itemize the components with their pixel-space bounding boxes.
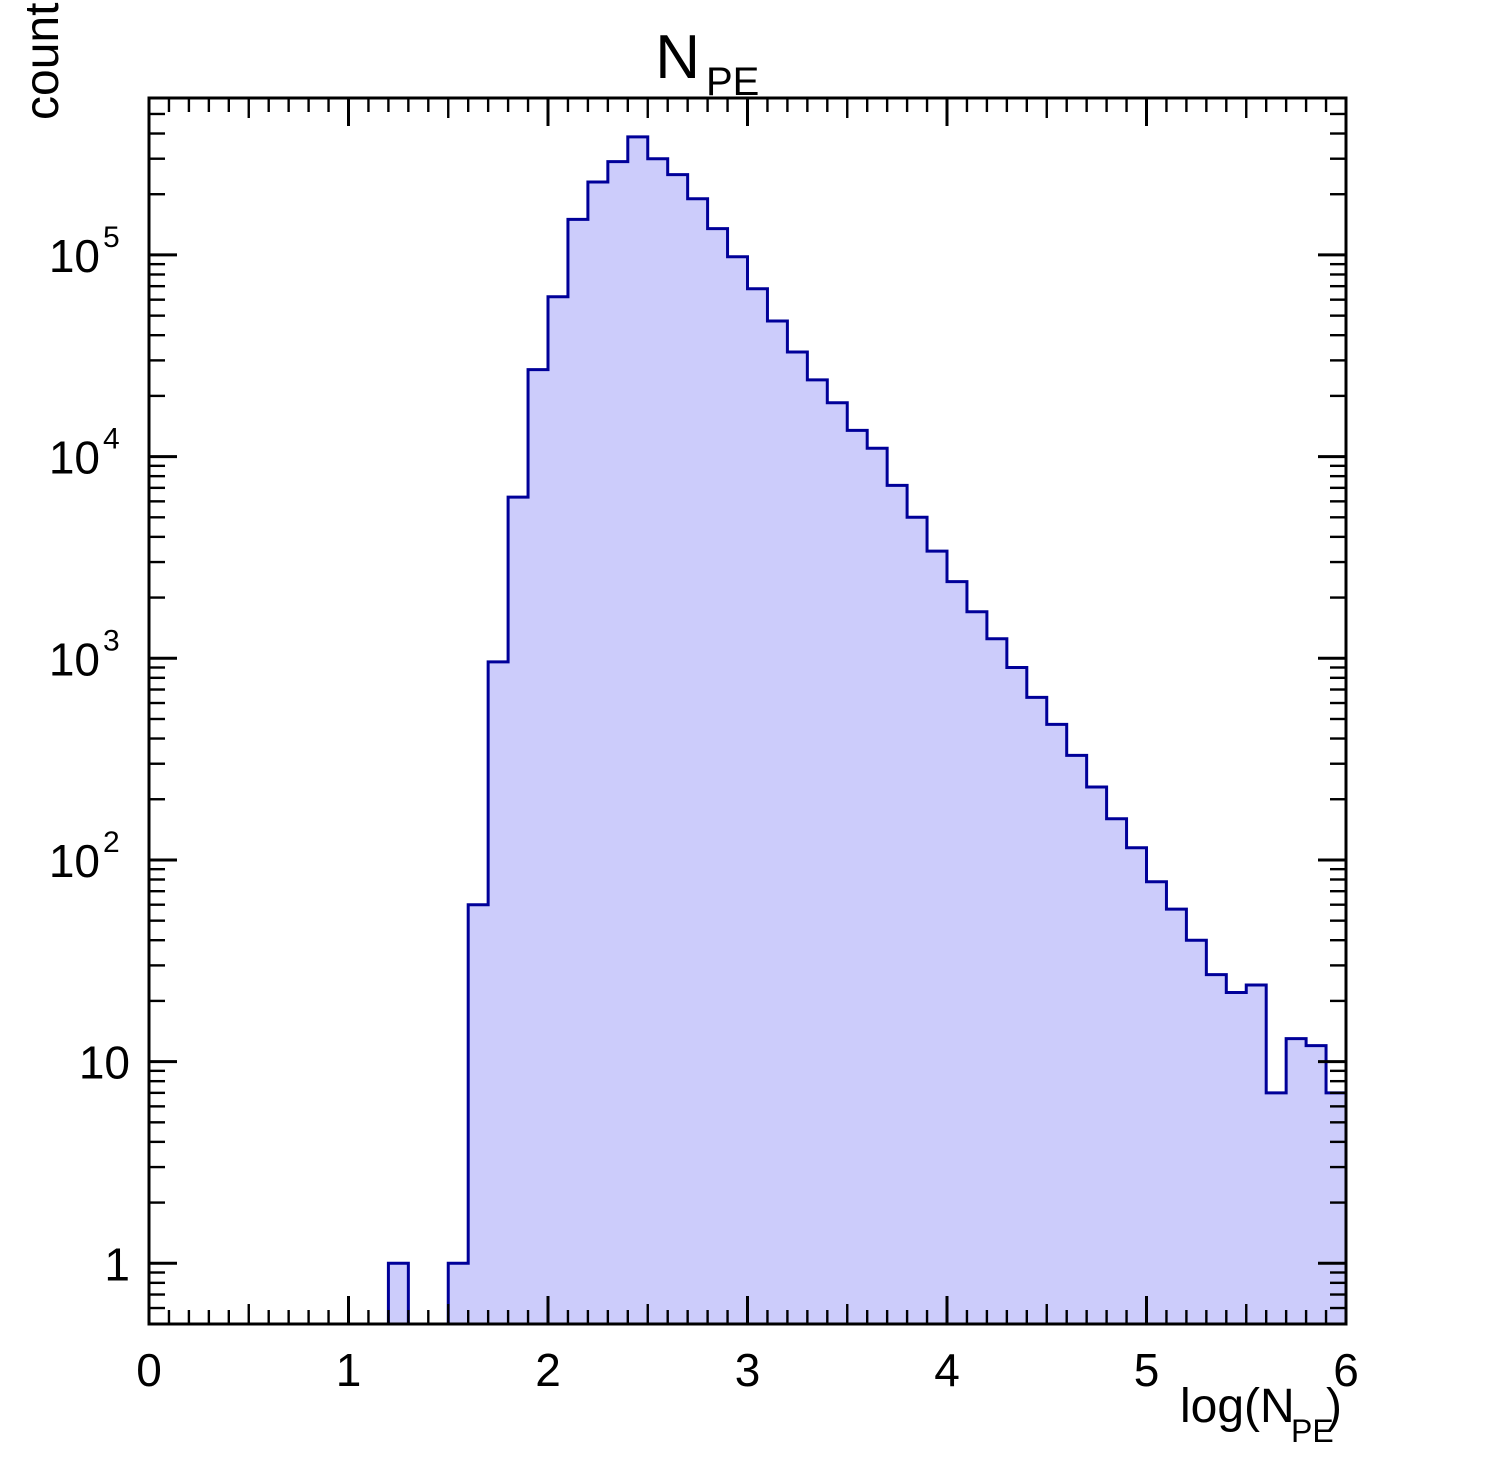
- x-tick-label: 6: [1333, 1344, 1359, 1396]
- y-tick-label-mantissa: 10: [49, 835, 100, 887]
- y-tick-label: 10 2: [49, 826, 120, 887]
- y-tick-label-value: 10: [79, 1037, 130, 1089]
- y-axis-ticks: [149, 96, 1346, 1310]
- y-tick-label-mantissa: 10: [49, 633, 100, 685]
- x-axis-title-main: log(N: [1180, 1380, 1295, 1433]
- x-tick-label: 4: [934, 1344, 960, 1396]
- y-axis-title: count: [16, 3, 69, 120]
- x-axis-ticks: [147, 98, 1348, 1324]
- histogram-fill: [149, 136, 1346, 1325]
- y-tick-label-exponent: 2: [103, 826, 120, 859]
- y-tick-label-exponent: 3: [103, 624, 120, 657]
- y-tick-label-exponent: 4: [103, 423, 120, 456]
- y-tick-label-value: 1: [104, 1238, 130, 1290]
- y-tick-label-mantissa: 10: [49, 230, 100, 282]
- y-tick-label: 10 3: [49, 624, 120, 685]
- x-tick-label: 2: [535, 1344, 561, 1396]
- x-tick-label: 5: [1134, 1344, 1160, 1396]
- y-tick-label: 10: [79, 1037, 130, 1089]
- chart-title-subscript: PE: [706, 60, 759, 104]
- histogram-outline: [149, 135, 1346, 1326]
- chart-title-main: N: [655, 23, 700, 92]
- x-axis-tick-labels: 0 1 2 3 4 5 6: [136, 1344, 1359, 1396]
- y-tick-label-mantissa: 10: [49, 432, 100, 484]
- y-tick-label: 10 4: [49, 423, 120, 484]
- y-tick-label-exponent: 5: [103, 221, 120, 254]
- x-axis-title-close-paren: ): [1326, 1380, 1342, 1433]
- x-tick-label: 3: [735, 1344, 761, 1396]
- x-tick-label: 1: [336, 1344, 362, 1396]
- x-tick-label: 0: [136, 1344, 162, 1396]
- x-axis-title-subscript: PE: [1291, 1413, 1334, 1449]
- y-tick-label: 10 5: [49, 221, 120, 282]
- chart-title: N PE: [655, 23, 759, 104]
- y-tick-label: 1: [104, 1238, 130, 1290]
- x-axis-title: log(N PE ): [1180, 1380, 1342, 1449]
